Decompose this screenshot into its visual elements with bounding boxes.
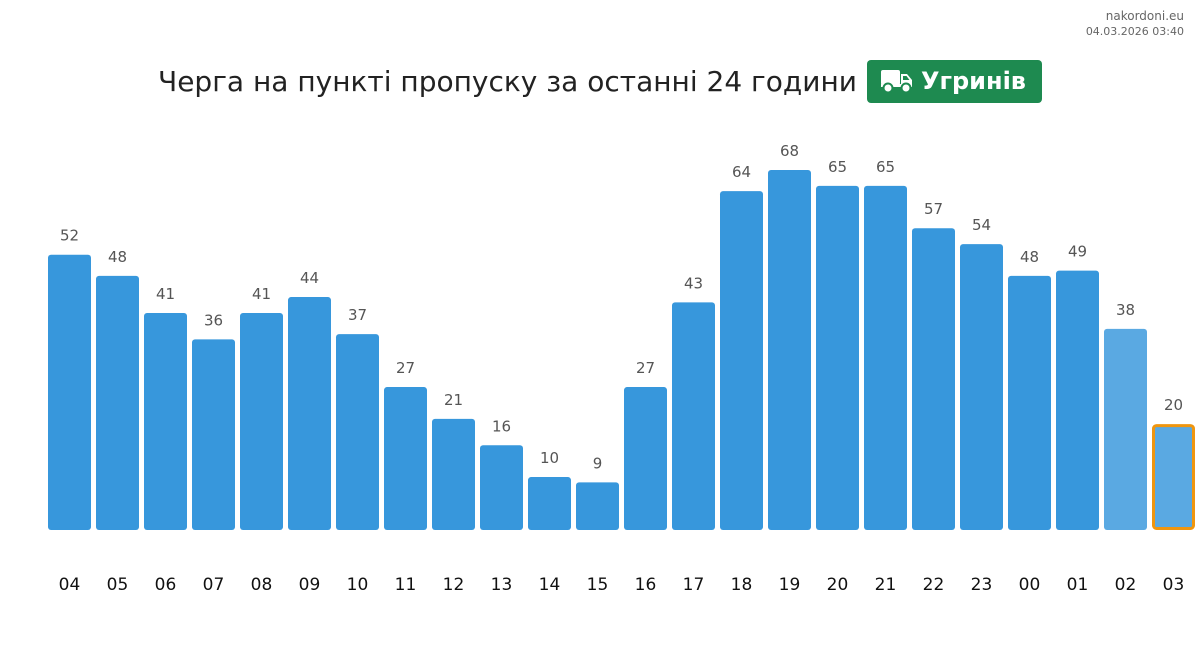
bar-06	[144, 312, 187, 530]
value-label-10: 37	[348, 306, 367, 324]
hour-label-07: 07	[203, 575, 225, 595]
hour-label-14: 14	[539, 575, 561, 595]
hour-label-13: 13	[491, 575, 513, 595]
hour-label-08: 08	[251, 575, 273, 595]
bar-12	[432, 418, 475, 530]
value-label-15: 9	[593, 454, 603, 472]
hour-label-18: 18	[731, 575, 753, 595]
bar-04	[48, 254, 91, 531]
bar-16	[624, 387, 667, 530]
hour-label-22: 22	[923, 575, 945, 595]
value-label-08: 41	[252, 285, 271, 303]
chart-title: Черга на пункті пропуску за останні 24 г…	[158, 64, 857, 98]
bar-03	[1152, 424, 1195, 530]
value-label-07: 36	[204, 311, 223, 329]
bar-00	[1008, 275, 1051, 530]
bar-02	[1104, 328, 1147, 530]
value-label-00: 48	[1020, 248, 1039, 266]
bar-09	[288, 297, 331, 530]
bar-18	[720, 191, 763, 531]
bar-10	[336, 334, 379, 530]
value-label-13: 16	[492, 417, 511, 435]
hour-label-10: 10	[347, 575, 369, 595]
bar-17	[672, 302, 715, 530]
bar-19	[768, 170, 811, 530]
bar-08	[240, 312, 283, 530]
value-label-22: 57	[924, 200, 943, 218]
hour-label-00: 00	[1019, 575, 1041, 595]
value-label-16: 27	[636, 359, 655, 377]
value-label-23: 54	[972, 216, 991, 234]
bar-20	[816, 185, 859, 530]
hour-label-23: 23	[971, 575, 993, 595]
hour-label-12: 12	[443, 575, 465, 595]
value-label-03: 20	[1164, 396, 1183, 414]
source-site: nakordoni.eu	[1105, 9, 1184, 23]
value-label-11: 27	[396, 359, 415, 377]
hour-label-20: 20	[827, 575, 849, 595]
value-label-05: 48	[108, 248, 127, 266]
hour-label-17: 17	[683, 575, 705, 595]
hour-label-05: 05	[107, 575, 129, 595]
value-label-18: 64	[732, 163, 751, 181]
bar-05	[96, 275, 139, 530]
checkpoint-badge: Угринів	[866, 59, 1042, 103]
value-label-06: 41	[156, 285, 175, 303]
hour-label-01: 01	[1067, 575, 1089, 595]
bar-21	[864, 185, 907, 530]
bar-15	[576, 482, 619, 530]
value-label-14: 10	[540, 449, 559, 467]
hour-label-15: 15	[587, 575, 609, 595]
value-label-02: 38	[1116, 301, 1135, 319]
value-label-04: 52	[60, 227, 79, 245]
bar-01	[1056, 270, 1099, 530]
value-label-21: 65	[876, 158, 895, 176]
bar-14	[528, 477, 571, 530]
value-label-17: 43	[684, 274, 703, 292]
bar-13	[480, 445, 523, 530]
bar-11	[384, 387, 427, 530]
hour-label-06: 06	[155, 575, 177, 595]
hour-label-04: 04	[59, 575, 81, 595]
truck-icon	[880, 69, 921, 93]
hour-label-09: 09	[299, 575, 321, 595]
bar-22	[912, 228, 955, 530]
value-label-09: 44	[300, 269, 319, 287]
checkpoint-name: Угринів	[920, 67, 1026, 95]
bar-23	[960, 244, 1003, 530]
value-label-01: 49	[1068, 243, 1087, 261]
chart-header: Черга на пункті пропуску за останні 24 г…	[0, 59, 1200, 103]
hour-label-21: 21	[875, 575, 897, 595]
hour-label-03: 03	[1163, 575, 1185, 595]
bar-07	[192, 339, 235, 530]
value-label-19: 68	[780, 142, 799, 160]
value-label-12: 21	[444, 391, 463, 409]
source-info: nakordoni.eu 04.03.2026 03:40	[1086, 8, 1184, 40]
hour-label-16: 16	[635, 575, 657, 595]
source-timestamp: 04.03.2026 03:40	[1085, 25, 1184, 38]
hour-label-19: 19	[779, 575, 801, 595]
hour-label-11: 11	[395, 575, 417, 595]
hour-label-02: 02	[1115, 575, 1137, 595]
value-label-20: 65	[828, 158, 847, 176]
